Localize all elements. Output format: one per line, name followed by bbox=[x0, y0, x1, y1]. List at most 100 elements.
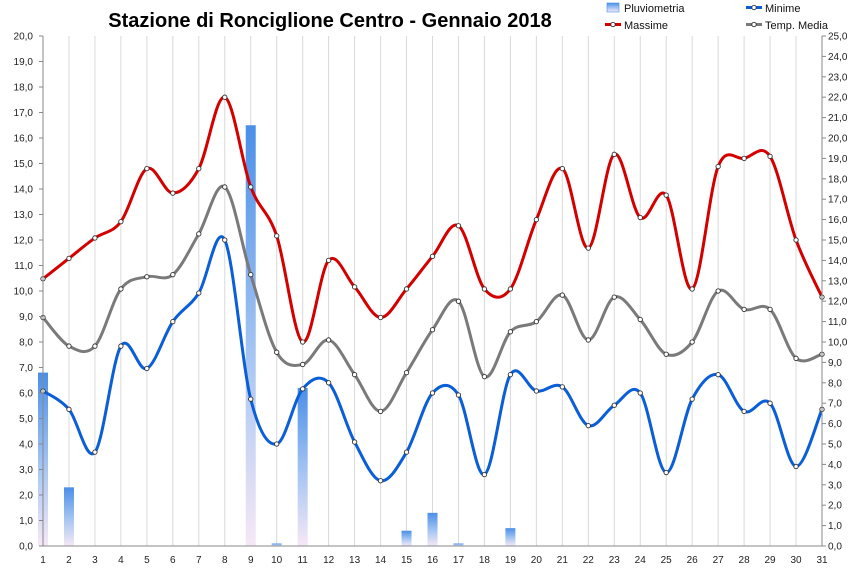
x-tick-label: 1 bbox=[40, 555, 46, 566]
massime-legend-label: Massime bbox=[624, 20, 668, 32]
y-right-tick-label: 4,0 bbox=[828, 460, 842, 471]
massime-point bbox=[144, 165, 150, 172]
x-tick-label: 10 bbox=[271, 555, 283, 566]
massime-point bbox=[793, 237, 799, 243]
pluviometria-legend-swatch bbox=[606, 2, 620, 13]
massime-point bbox=[118, 218, 124, 225]
pluviometria-bar bbox=[297, 387, 308, 546]
y-right-tick-label: 14,0 bbox=[828, 256, 848, 267]
massime-legend-marker bbox=[610, 21, 616, 28]
x-tick-label: 7 bbox=[196, 555, 202, 566]
temp-media-point bbox=[689, 339, 695, 345]
x-tick-label: 27 bbox=[713, 555, 725, 566]
minime-point bbox=[767, 400, 773, 406]
x-tick-label: 23 bbox=[609, 555, 621, 566]
minime-point bbox=[455, 392, 462, 398]
y-left-tick-label: 20,0 bbox=[14, 32, 34, 43]
massime-point bbox=[455, 223, 462, 229]
x-tick-label: 19 bbox=[505, 555, 517, 566]
minime-legend-marker bbox=[751, 4, 757, 11]
temp-media-point bbox=[663, 351, 669, 357]
massime-point bbox=[222, 94, 228, 100]
x-tick-label: 15 bbox=[401, 555, 413, 566]
massime-point bbox=[663, 192, 669, 198]
y-left-tick-label: 2,0 bbox=[19, 491, 33, 502]
massime-point bbox=[196, 165, 202, 172]
temp-media-point bbox=[767, 306, 773, 313]
x-tick-label: 11 bbox=[297, 555, 308, 566]
temp-media-point bbox=[611, 294, 617, 300]
y-right-tick-label: 5,0 bbox=[828, 440, 842, 451]
y-right-tick-label: 15,0 bbox=[828, 236, 848, 247]
y-right-tick-label: 21,0 bbox=[828, 113, 848, 124]
y-left-tick-label: 11,0 bbox=[14, 261, 33, 272]
y-right-tick-label: 3,0 bbox=[828, 480, 842, 491]
minime-point bbox=[637, 390, 643, 396]
massime-point bbox=[170, 190, 176, 196]
massime-point bbox=[300, 339, 306, 345]
minime-point bbox=[793, 463, 799, 470]
minime-point bbox=[507, 371, 514, 378]
minime-point bbox=[741, 408, 747, 415]
x-tick-label: 9 bbox=[248, 555, 254, 566]
y-right-tick-label: 12,0 bbox=[828, 297, 848, 308]
minime-point bbox=[377, 478, 384, 484]
massime-point bbox=[585, 245, 591, 251]
pluviometria-legend-label: Pluviometria bbox=[624, 3, 685, 15]
y-right-tick-label: 13,0 bbox=[828, 276, 848, 287]
x-tick-label: 16 bbox=[427, 555, 439, 566]
temp-media-point bbox=[637, 316, 643, 323]
legend: Pluviometria Minime Massime Temp. Media bbox=[605, 2, 829, 32]
temp-media-point bbox=[325, 337, 332, 343]
minime-point bbox=[274, 441, 280, 447]
y-left-tick-label: 6,0 bbox=[19, 389, 33, 400]
massime-point bbox=[351, 284, 358, 290]
minime-point bbox=[92, 449, 98, 455]
temp-media-point bbox=[585, 337, 591, 343]
massime-point bbox=[689, 286, 695, 292]
y-left-tick-label: 4,0 bbox=[19, 440, 33, 451]
y-left-tick-label: 12,0 bbox=[14, 236, 34, 247]
temp-media-point bbox=[222, 184, 228, 190]
x-tick-label: 25 bbox=[661, 555, 673, 566]
temp-media-point bbox=[144, 274, 150, 280]
temp-media-point bbox=[377, 408, 384, 415]
minime-point bbox=[715, 371, 721, 378]
minime-point bbox=[118, 343, 124, 349]
minime-point bbox=[585, 422, 591, 429]
temp-media-point bbox=[481, 374, 488, 380]
x-tick-label: 3 bbox=[92, 555, 98, 566]
y-right-tick-label: 10,0 bbox=[828, 338, 848, 349]
temp-media-point bbox=[533, 318, 540, 325]
y-left-tick-label: 7,0 bbox=[19, 363, 33, 374]
y-right-tick-label: 9,0 bbox=[828, 358, 842, 369]
temp-media-point bbox=[715, 288, 721, 294]
minime-point bbox=[481, 471, 488, 478]
minime-point bbox=[429, 390, 436, 396]
x-tick-label: 17 bbox=[453, 555, 465, 566]
y-left-tick-label: 5,0 bbox=[19, 414, 33, 425]
massime-point bbox=[325, 257, 332, 264]
y-left-tick-label: 14,0 bbox=[14, 185, 34, 196]
massime-point bbox=[611, 151, 617, 157]
temp-media-point bbox=[559, 292, 565, 298]
y-right-tick-label: 23,0 bbox=[828, 72, 848, 83]
massime-point bbox=[429, 253, 436, 259]
temp-media-point bbox=[351, 371, 358, 378]
minime-point bbox=[533, 388, 540, 394]
minime-point bbox=[663, 469, 669, 476]
y-right-tick-label: 16,0 bbox=[828, 215, 848, 226]
x-tick-label: 31 bbox=[816, 555, 828, 566]
temp-media-point bbox=[66, 343, 72, 349]
y-right-tick-label: 19,0 bbox=[828, 154, 848, 165]
x-tick-label: 26 bbox=[687, 555, 699, 566]
minime-point bbox=[325, 380, 332, 386]
x-tick-label: 5 bbox=[144, 555, 150, 566]
y-left-tick-label: 18,0 bbox=[14, 83, 34, 94]
massime-point bbox=[637, 214, 643, 221]
massime-point bbox=[533, 216, 540, 223]
massime-point bbox=[507, 286, 514, 292]
pluviometria-bar bbox=[505, 528, 516, 546]
temp-media-point bbox=[429, 327, 436, 333]
